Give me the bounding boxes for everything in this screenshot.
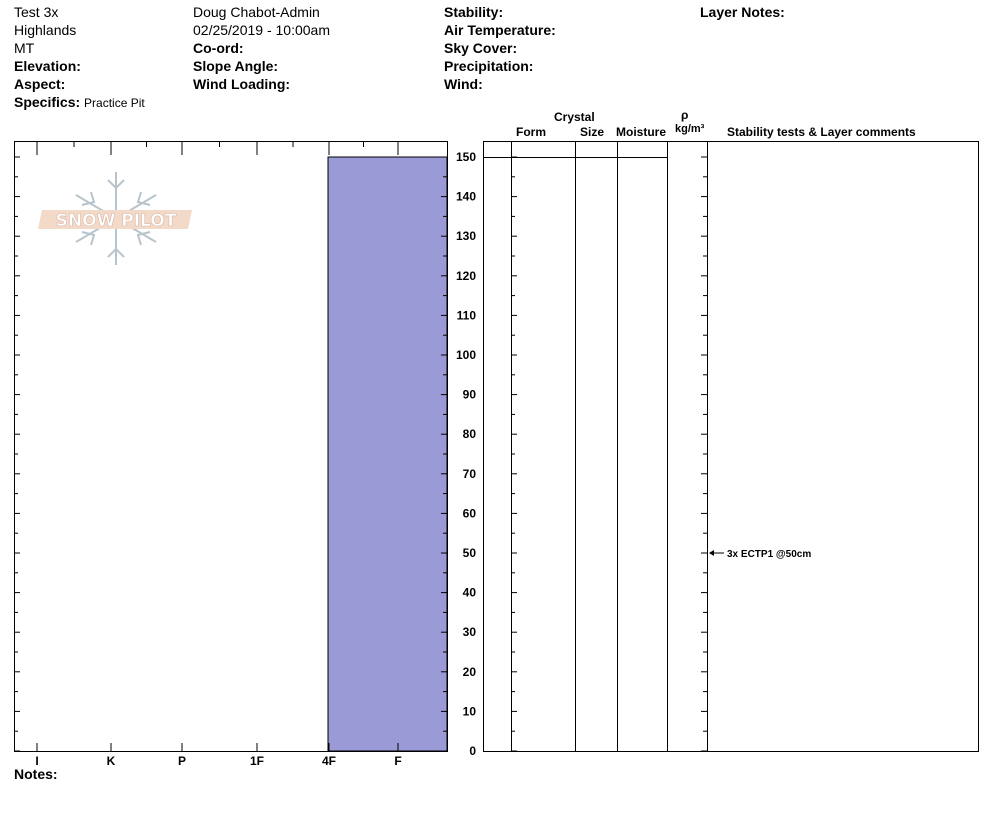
form-header: Form [516, 125, 546, 139]
observer-name: Doug Chabot-Admin [193, 4, 320, 20]
crystal-header: Crystal [554, 110, 595, 124]
height-label: 40 [463, 586, 477, 600]
elevation-label: Elevation: [14, 58, 81, 74]
hardness-axis: I K P 1F 4F F [35, 754, 401, 768]
hardness-label: I [35, 754, 38, 768]
layer-notes-label: Layer Notes: [700, 4, 785, 20]
stability-test-label: 3x ECTP1 @50cm [727, 549, 811, 560]
precipitation-label: Precipitation: [444, 58, 534, 74]
location-line-1: Test 3x [14, 4, 59, 20]
size-header: Size [580, 125, 605, 139]
aspect-label: Aspect: [14, 76, 66, 92]
height-label: 120 [456, 269, 476, 283]
stability-label: Stability: [444, 4, 504, 20]
hardness-plot-frame [14, 141, 448, 752]
height-label: 20 [463, 665, 477, 679]
location-line-3: MT [14, 40, 35, 56]
height-label: 130 [456, 229, 476, 243]
height-label: 100 [456, 348, 476, 362]
height-label: 10 [463, 704, 477, 718]
stability-comments-header: Stability tests & Layer comments [727, 125, 916, 139]
observation-datetime: 02/25/2019 - 10:00am [193, 22, 330, 38]
hardness-label: K [107, 754, 116, 768]
height-label: 80 [463, 427, 477, 441]
height-label: 140 [456, 190, 476, 204]
hardness-label: 4F [322, 754, 336, 768]
layer-table [483, 141, 979, 752]
hardness-frame-border [14, 141, 448, 752]
specifics-value: Practice Pit [84, 96, 145, 110]
hardness-label: P [178, 754, 186, 768]
height-axis: 0 10 20 30 40 50 60 70 80 90 100 110 120 130 140 150 [456, 150, 476, 758]
stability-test-arrow-head [709, 550, 714, 556]
height-label: 30 [463, 625, 477, 639]
height-label: 0 [469, 744, 476, 758]
height-label: 150 [456, 150, 476, 164]
table-border [483, 141, 979, 752]
hardness-label: F [394, 754, 401, 768]
hardness-label: 1F [250, 754, 264, 768]
rho-header: ρ [681, 108, 689, 122]
wind-label: Wind: [444, 76, 483, 92]
air-temperature-label: Air Temperature: [444, 22, 556, 38]
logo-text: SNOW PILOT [56, 211, 177, 231]
height-label: 50 [463, 546, 477, 560]
height-label: 70 [463, 467, 477, 481]
notes-label: Notes: [14, 766, 58, 782]
specifics-row: Specifics: Practice Pit [14, 93, 145, 112]
height-label: 110 [457, 308, 477, 322]
wind-loading-label: Wind Loading: [193, 76, 291, 92]
coord-label: Co-ord: [193, 40, 244, 56]
height-label: 60 [463, 506, 477, 520]
moisture-header: Moisture [616, 125, 667, 139]
height-label: 90 [463, 388, 477, 402]
sky-cover-label: Sky Cover: [444, 40, 518, 56]
location-line-2: Highlands [14, 22, 77, 38]
stability-test-marks: 3x ECTP1 @50cm [709, 549, 811, 560]
snowpilot-logo: SNOW PILOT [38, 172, 192, 265]
specifics-label: Specifics: [14, 94, 81, 110]
hardness-layer-bar [327, 156, 448, 752]
logo-banner [38, 210, 192, 229]
slope-angle-label: Slope Angle: [193, 58, 279, 74]
density-unit-header: kg/m³ [675, 123, 705, 135]
